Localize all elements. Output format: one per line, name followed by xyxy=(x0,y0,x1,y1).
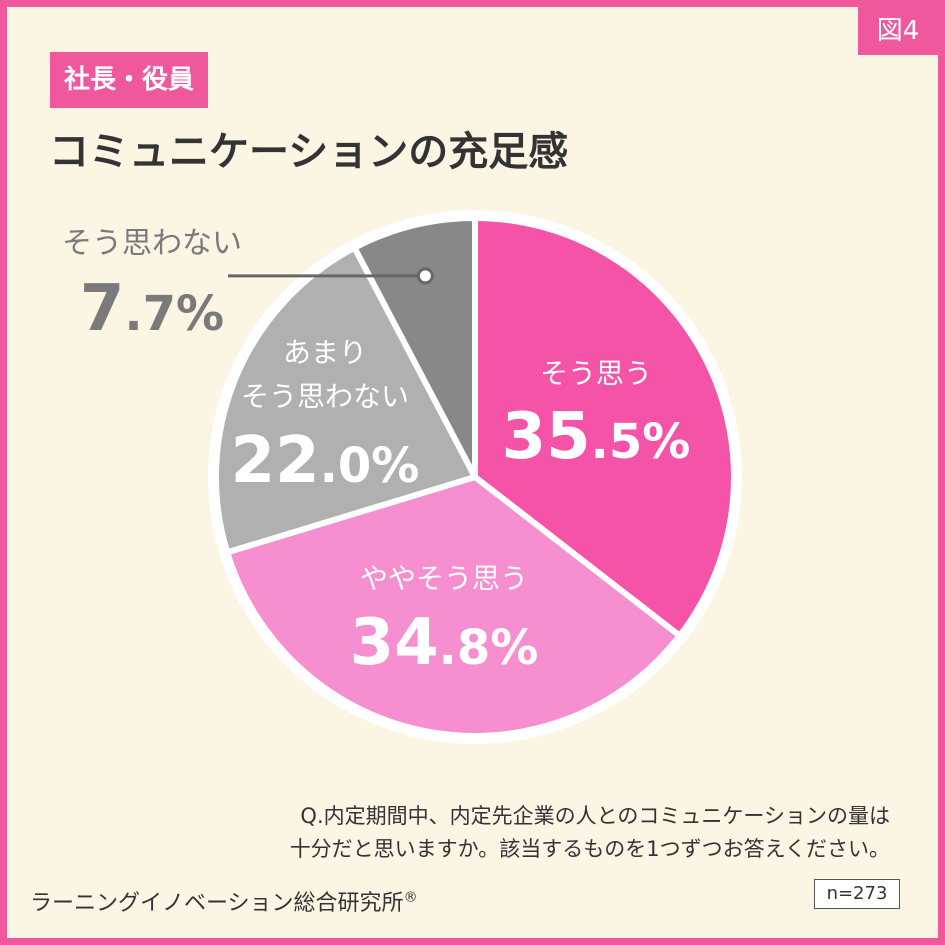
chart-title: コミュニケーションの充足感 xyxy=(49,129,569,175)
slice-category-label: そう思わない xyxy=(62,226,242,261)
slice-category-label: あまり xyxy=(283,336,367,369)
source-name: ラーニングイノベーション総合研究所 xyxy=(30,891,404,916)
callout-dot xyxy=(416,267,434,285)
question-line-1: Q.内定期間中、内定先企業の人とのコミュニケーションの量は xyxy=(300,804,890,828)
slice-label-1: そう思う 35.5% xyxy=(502,357,691,474)
slice-label-2: ややそう思う 34.8% xyxy=(350,562,539,680)
pie-slice-3 xyxy=(213,244,478,556)
question-line-2: 十分だと思いますか。該当するものを1つずつお答えください。 xyxy=(289,837,890,861)
slice-category-label: ややそう思う xyxy=(360,562,528,595)
segment-badge: 社長・役員 xyxy=(50,52,209,108)
slice-label-4: そう思わない 7.7% xyxy=(62,226,242,346)
slice-category-label: そう思わない xyxy=(241,380,409,413)
slice-percent-label: 22.0% xyxy=(231,424,420,498)
survey-question: Q.内定期間中、内定先企業の人とのコミュニケーションの量は 十分だと思いますか。… xyxy=(290,800,890,866)
pie-slice-2 xyxy=(224,474,683,739)
slice-category-label: そう思う xyxy=(540,357,652,390)
pie-slice-1 xyxy=(472,215,737,639)
registered-mark: ® xyxy=(403,889,418,906)
pie-slice-4 xyxy=(351,215,478,480)
slice-percent-label: 35.5% xyxy=(502,400,691,474)
sample-size-box: n=273 xyxy=(814,879,900,909)
source-credit: ラーニングイノベーション総合研究所® xyxy=(30,885,418,917)
slice-percent-label: 7.7% xyxy=(80,272,224,346)
figure-number-badge: 図4 xyxy=(858,7,938,55)
slice-percent-label: 34.8% xyxy=(350,606,539,680)
